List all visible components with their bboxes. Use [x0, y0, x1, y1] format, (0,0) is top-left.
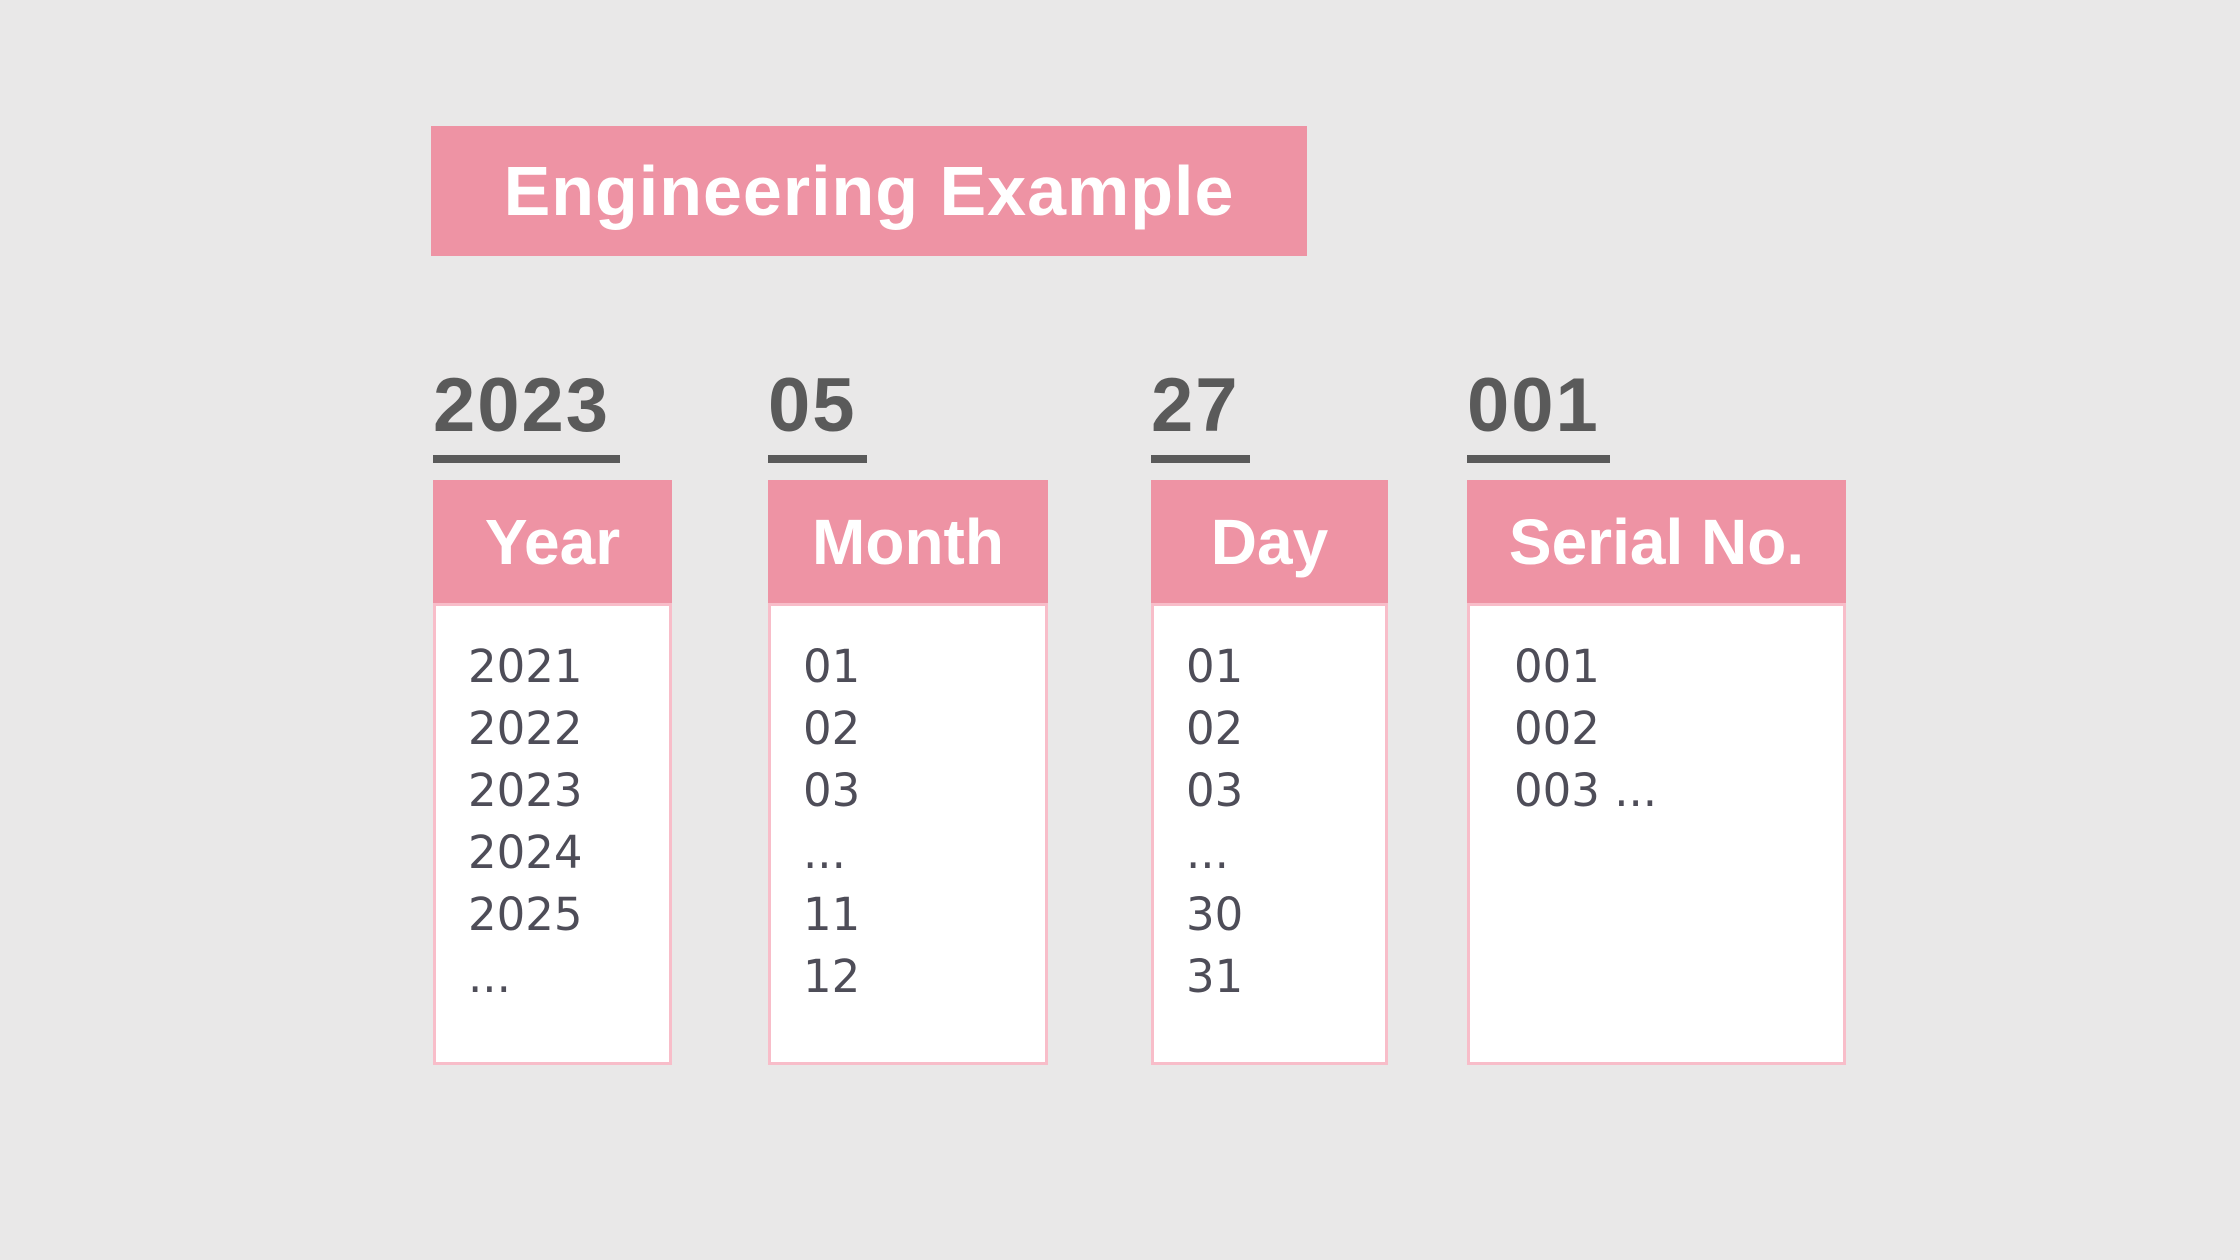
list-item: 31: [1186, 950, 1244, 1003]
list-item: 001: [1514, 640, 1600, 693]
value-month-text: 05: [768, 362, 867, 463]
list-item: 2022: [468, 702, 583, 755]
list-item: 02: [1186, 702, 1244, 755]
value-month: 05: [768, 362, 867, 463]
header-serial: Serial No.: [1467, 480, 1846, 603]
list-item: ...: [1186, 826, 1229, 879]
list-day: 01 02 03 ... 30 31: [1151, 603, 1388, 1065]
value-serial: 001: [1467, 362, 1610, 463]
value-year-text: 2023: [433, 362, 621, 463]
list-item: ...: [468, 950, 511, 1003]
list-item: 12: [803, 950, 861, 1003]
list-item: 03: [1186, 764, 1244, 817]
list-item: 2025: [468, 888, 583, 941]
value-serial-text: 001: [1467, 362, 1610, 463]
list-year: 2021 2022 2023 2024 2025 ...: [433, 603, 672, 1065]
list-item: 11: [803, 888, 861, 941]
title-text: Engineering Example: [503, 152, 1235, 230]
list-item: 02: [803, 702, 861, 755]
list-item: 2024: [468, 826, 583, 879]
list-item: ...: [803, 826, 846, 879]
header-month: Month: [768, 480, 1048, 603]
value-day: 27: [1151, 362, 1250, 463]
value-year: 2023: [433, 362, 621, 463]
title-banner: Engineering Example: [431, 126, 1307, 256]
list-item: 2021: [468, 640, 583, 693]
list-item: 2023: [468, 764, 583, 817]
list-month: 01 02 03 ... 11 12: [768, 603, 1048, 1065]
list-item: 003 ...: [1514, 764, 1658, 817]
list-item: 03: [803, 764, 861, 817]
list-item: 30: [1186, 888, 1244, 941]
list-item: 01: [1186, 640, 1244, 693]
header-day: Day: [1151, 480, 1388, 603]
value-day-text: 27: [1151, 362, 1250, 463]
list-serial: 001 002 003 ...: [1467, 603, 1846, 1065]
header-year: Year: [433, 480, 672, 603]
list-item: 002: [1514, 702, 1600, 755]
list-item: 01: [803, 640, 861, 693]
